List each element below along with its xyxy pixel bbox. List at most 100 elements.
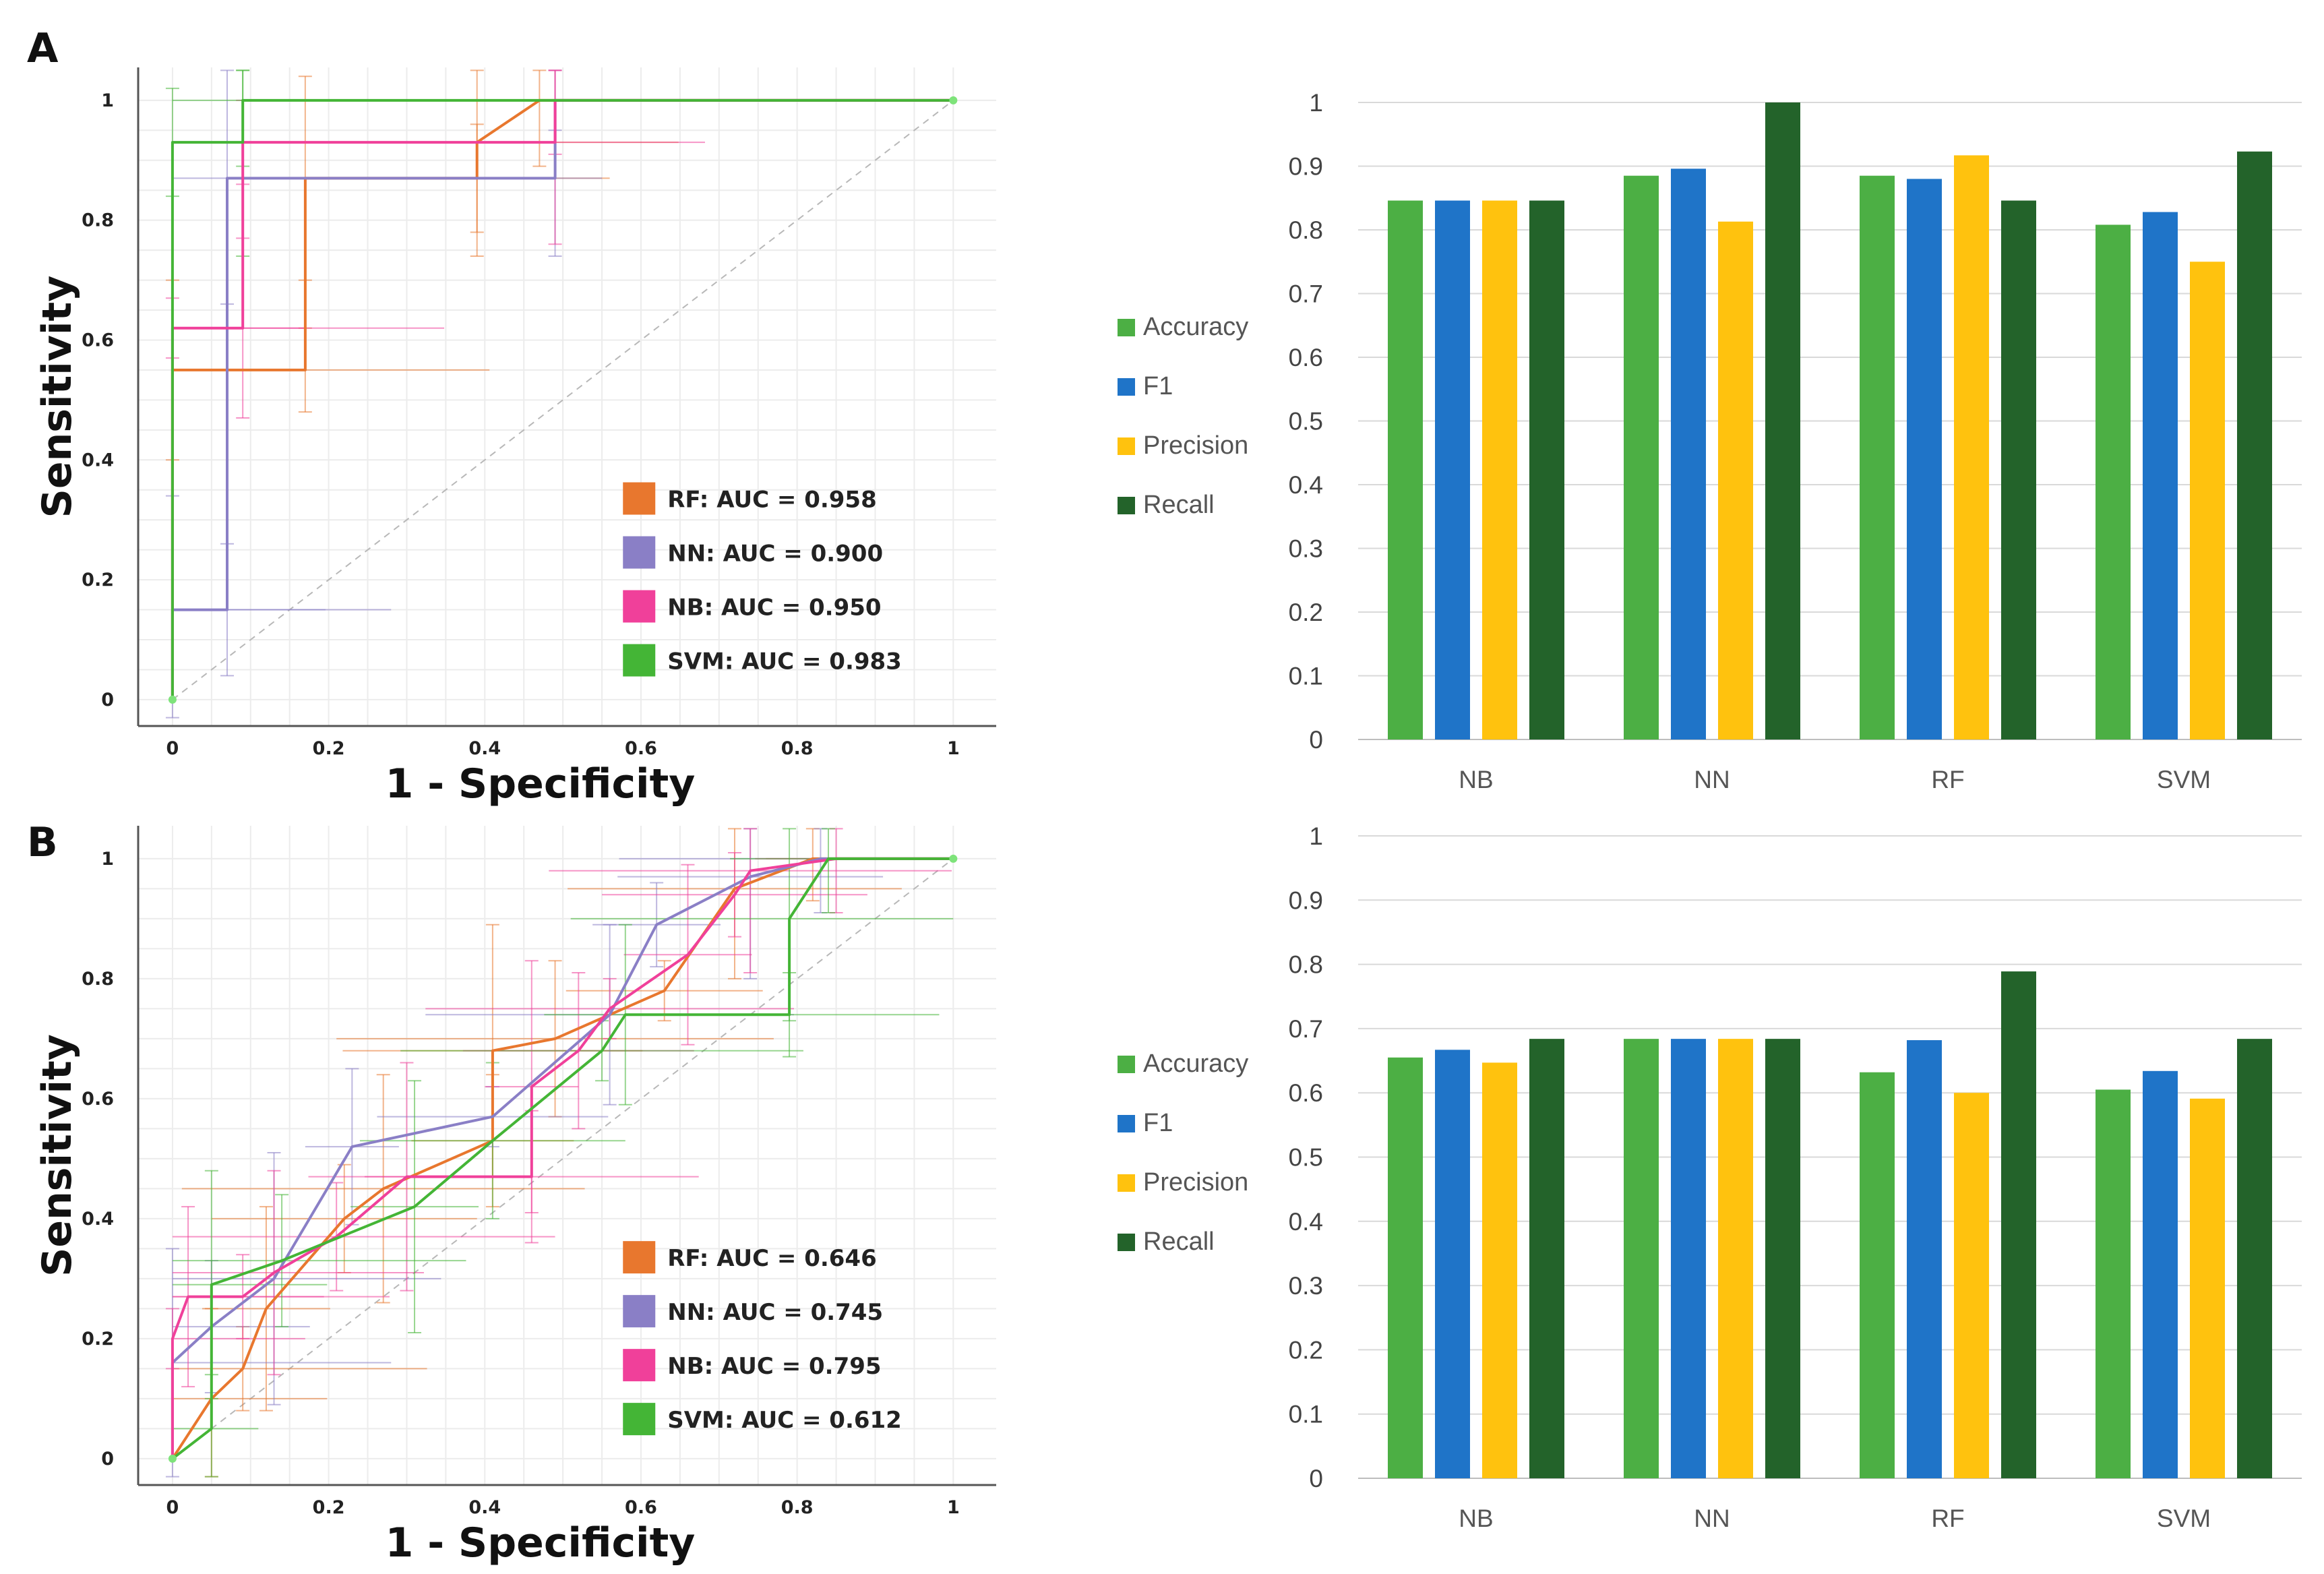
y-tick-label: 1 [101,849,114,870]
y-tick-label: 0.6 [1289,1079,1323,1107]
legend-label: F1 [1143,372,1173,400]
y-tick-label: 0.5 [1289,408,1323,435]
x-tick-label: 0.4 [468,738,501,759]
bar-rf-f1 [1907,179,1942,739]
legend-label: NB: AUC = 0.950 [667,595,881,622]
y-tick-label: 0.1 [1289,663,1323,690]
y-tick-label: 0.4 [82,450,114,471]
y-tick-label: 0 [1309,1465,1323,1492]
y-tick-label: 0.7 [1289,280,1323,308]
y-tick-label: 0.2 [82,570,114,591]
bar-rf-precision [1954,155,1989,739]
legend-swatch [623,1349,656,1382]
bar-rf-recall [2001,971,2036,1478]
legend-label: RF: AUC = 0.958 [667,487,877,514]
bar-rf-accuracy [1860,175,1895,739]
y-tick-label: 0.6 [82,1089,114,1110]
y-tick-label: 1 [101,90,114,111]
bar-svm-accuracy [2096,1089,2131,1478]
legend-label: Accuracy [1143,313,1248,341]
legend-label: NN: AUC = 0.745 [667,1299,883,1326]
roc-curve-svm [171,857,954,1460]
y-tick-label: 0.2 [1289,1336,1323,1364]
category-label: RF [1931,1505,1964,1532]
y-axis-title: Sensitivity [34,1034,81,1277]
y-tick-label: 0.4 [1289,1208,1323,1236]
roc-origin-point [168,1454,177,1463]
y-tick-label: 0 [101,690,114,710]
bar-nn-precision [1718,221,1753,740]
chance-diagonal [172,858,954,1459]
x-tick-label: 0.6 [625,1497,657,1518]
y-tick-label: 0.6 [82,330,114,351]
category-label: SVM [2157,766,2211,793]
bar-nb-recall [1529,200,1564,739]
bar-nn-accuracy [1624,175,1659,739]
legend-swatch [1118,1234,1135,1251]
bar-chart-a: 0 0.1 0.2 0.3 0.4 0.5 0.6 0.7 0.8 0.9 1 NB NN RF SVM Ac… [1118,89,2302,793]
legend-swatch [1118,1056,1135,1073]
bar-nb-f1 [1435,1050,1470,1478]
y-tick-label: 0.4 [82,1209,114,1230]
y-axis-title: Sensitivity [34,276,81,518]
category-label: RF [1931,766,1964,793]
legend-swatch [623,1295,656,1328]
legend-swatch [623,536,656,569]
y-tick-label: 0.4 [1289,471,1323,499]
bar-chart-b: 0 0.1 0.2 0.3 0.4 0.5 0.6 0.7 0.8 0.9 1 NB NN RF SVM Ac… [1118,822,2302,1532]
bar-nn-recall [1765,102,1800,739]
y-tick-label: 0.1 [1289,1401,1323,1428]
chance-diagonal [172,100,954,700]
x-tick-label: 0.2 [313,738,345,759]
x-tick-label: 1 [947,1497,960,1518]
bar-nn-f1 [1671,1039,1706,1478]
y-tick-label: 0.6 [1289,344,1323,371]
legend-label: Recall [1143,1228,1215,1256]
x-tick-label: 0.2 [313,1497,345,1518]
roc-end-point [949,96,958,104]
y-tick-label: 0.8 [1289,951,1323,979]
category-label: NB [1459,1505,1493,1532]
y-tick-label: 0.5 [1289,1144,1323,1172]
legend-swatch [623,1403,656,1436]
bar-nb-accuracy [1388,200,1423,739]
legend-swatch [1118,497,1135,514]
legend-label: NB: AUC = 0.795 [667,1353,881,1380]
roc-end-point [949,854,958,863]
legend-label: Accuracy [1143,1050,1248,1078]
y-tick-label: 0.2 [82,1329,114,1350]
legend-label: Recall [1143,491,1215,519]
legend-swatch [1118,1174,1135,1192]
x-tick-label: 0 [166,738,179,759]
x-tick-label: 1 [947,738,960,759]
panel-label-b: B [27,819,58,866]
x-tick-label: 0 [166,1497,179,1518]
category-label: NB [1459,766,1493,793]
legend-label: Precision [1143,431,1248,460]
roc-chart-a: 0 0.2 0.4 0.6 0.8 1 0 0.2 0.4 0.6 0.8 1 1 - Specific… [34,67,996,808]
legend-swatch [623,590,656,623]
panel-label-a: A [27,25,59,72]
y-tick-label: 0.8 [82,969,114,990]
category-label: NN [1694,766,1730,793]
x-tick-label: 0.4 [468,1497,501,1518]
y-tick-label: 1 [1309,822,1323,850]
category-label: NN [1694,1505,1730,1532]
bar-rf-accuracy [1860,1072,1895,1478]
legend-swatch [1118,319,1135,336]
legend-swatch [623,482,656,515]
bar-rf-f1 [1907,1040,1942,1478]
legend-label: SVM: AUC = 0.612 [667,1407,902,1434]
legend-label: SVM: AUC = 0.983 [667,648,902,675]
legend-label: NN: AUC = 0.900 [667,541,883,568]
bar-rf-recall [2001,200,2036,739]
bar-nn-f1 [1671,169,1706,739]
legend-swatch [1118,437,1135,455]
bar-nb-f1 [1435,200,1470,739]
x-axis-title: 1 - Specificity [386,760,696,808]
bar-nn-recall [1765,1039,1800,1478]
y-tick-label: 0.7 [1289,1015,1323,1043]
bar-nb-accuracy [1388,1057,1423,1478]
y-tick-label: 0.3 [1289,1272,1323,1300]
bar-nb-precision [1482,1062,1517,1478]
